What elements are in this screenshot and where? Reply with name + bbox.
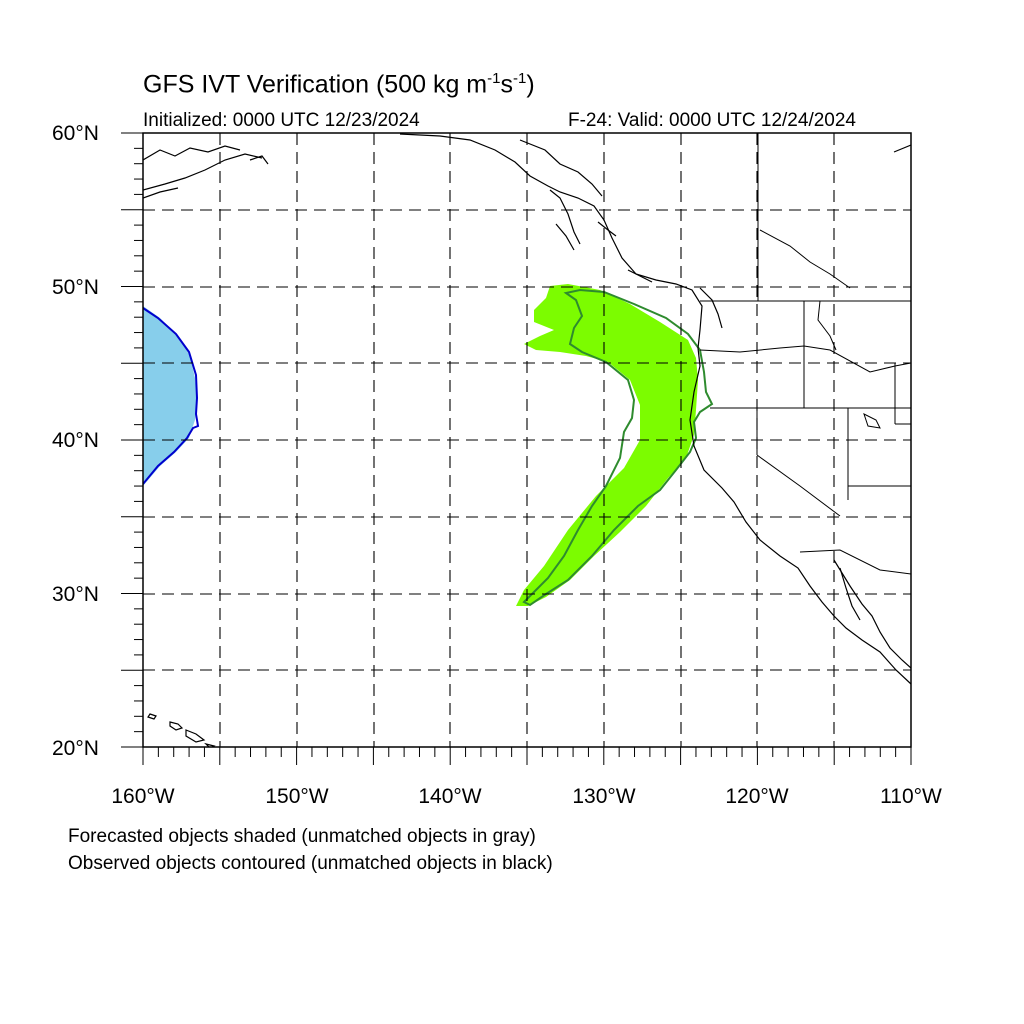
lat-label-20n: 20°N	[52, 737, 99, 760]
coastlines	[143, 133, 911, 747]
forecast-object-blue	[143, 306, 197, 486]
observed-contour-blue	[143, 307, 200, 485]
lat-label-60n: 60°N	[52, 122, 99, 145]
axis-ticks	[121, 132, 912, 765]
lon-label-160w: 160°W	[111, 785, 175, 808]
lon-label-150w: 150°W	[265, 785, 329, 808]
map-title: GFS IVT Verification (500 kg m-1s-1)	[143, 70, 535, 99]
political-boundaries	[699, 133, 911, 575]
lat-label-30n: 30°N	[52, 583, 99, 606]
lon-label-130w: 130°W	[572, 785, 636, 808]
lat-label-40n: 40°N	[52, 429, 99, 452]
observed-note: Observed objects contoured (unmatched ob…	[68, 853, 553, 874]
valid-time: F-24: Valid: 0000 UTC 12/24/2024	[568, 110, 856, 131]
forecast-object-green	[516, 284, 698, 606]
lon-label-120w: 120°W	[725, 785, 789, 808]
lon-label-140w: 140°W	[418, 785, 482, 808]
forecast-note: Forecasted objects shaded (unmatched obj…	[68, 826, 536, 847]
lat-label-50n: 50°N	[52, 276, 99, 299]
lon-label-110w: 110°W	[880, 785, 942, 808]
grid-lines	[143, 133, 911, 747]
initialized-time: Initialized: 0000 UTC 12/23/2024	[143, 110, 420, 131]
